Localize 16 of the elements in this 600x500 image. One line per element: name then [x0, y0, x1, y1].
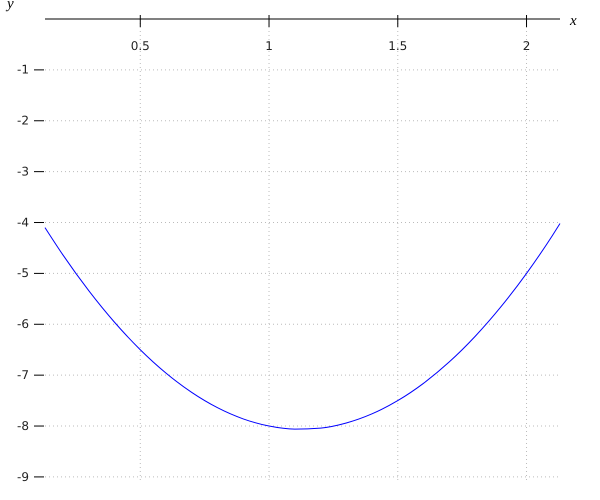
y-tick-label: -3 [17, 164, 29, 178]
y-axis-title: y [5, 0, 14, 12]
x-axis-title: x [569, 13, 577, 29]
y-tick-label: -7 [17, 368, 29, 382]
y-tick-label: -9 [17, 470, 29, 484]
y-tick-label: -5 [17, 266, 29, 280]
y-tick-label: -1 [17, 62, 29, 77]
y-tick-label: -6 [17, 317, 29, 332]
x-tick-label: 0.5 [130, 39, 150, 53]
y-tick-label: -4 [17, 215, 29, 230]
line-series [44, 223, 560, 430]
y-tick-label: -2 [17, 114, 29, 128]
x-tick-label: 1 [265, 39, 273, 53]
y-tick-label: -8 [17, 418, 29, 433]
x-tick-label: 2 [522, 39, 530, 53]
x-tick-label: 1.5 [388, 39, 408, 53]
